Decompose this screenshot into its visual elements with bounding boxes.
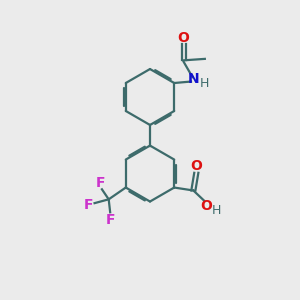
Text: O: O bbox=[178, 31, 190, 45]
Text: O: O bbox=[200, 199, 212, 213]
Text: F: F bbox=[96, 176, 105, 190]
Text: F: F bbox=[84, 198, 93, 212]
Text: H: H bbox=[211, 204, 221, 217]
Text: N: N bbox=[188, 73, 199, 86]
Text: H: H bbox=[200, 77, 209, 90]
Text: O: O bbox=[190, 159, 202, 173]
Text: F: F bbox=[105, 213, 115, 227]
